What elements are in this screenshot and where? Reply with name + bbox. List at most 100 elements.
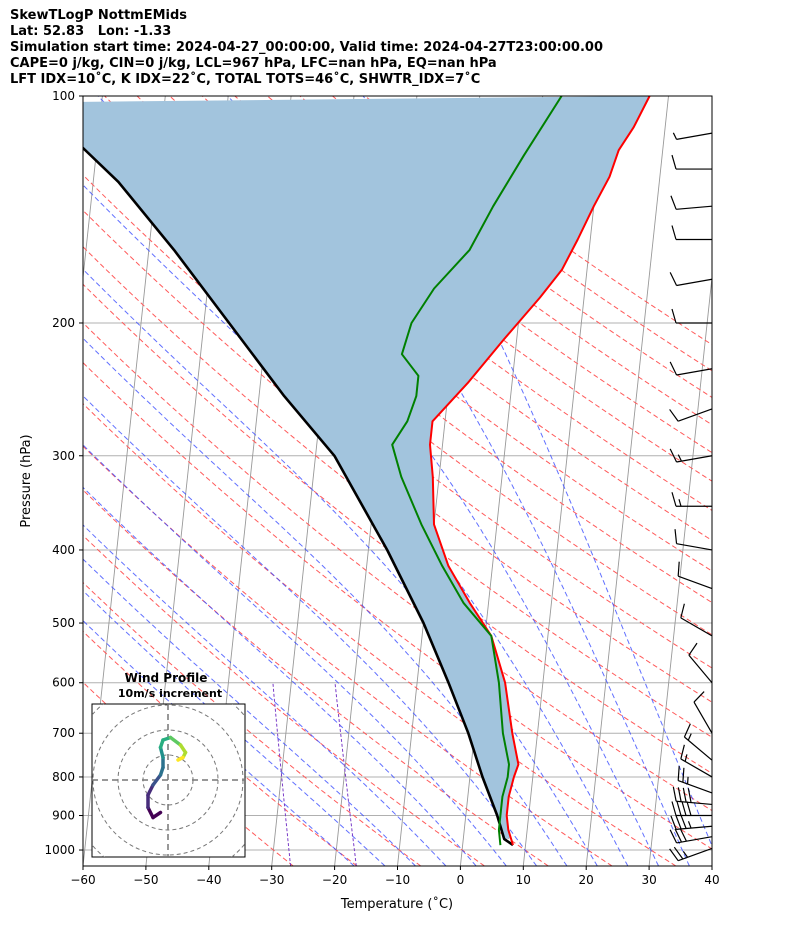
time-line: Simulation start time: 2024-04-27_00:00:…	[10, 40, 603, 55]
wind-barb	[680, 744, 713, 778]
isotherm-line	[711, 861, 712, 866]
barb-flag	[669, 272, 678, 286]
barb-flag	[677, 766, 680, 781]
barb-staff	[677, 575, 713, 590]
dry-adiabat-line	[83, 283, 712, 774]
x-tick-label: −60	[70, 873, 95, 887]
barb-flag	[676, 801, 682, 816]
barb-flag	[681, 801, 687, 816]
isotherm-line	[585, 96, 669, 866]
hodograph-title: Wind Profile	[125, 671, 208, 685]
moist-adiabat-line	[227, 96, 690, 866]
location-line: Lat: 52.83 Lon: -1.33	[10, 24, 172, 39]
y-tick-label: 100	[52, 89, 75, 103]
axes-layer: −60 −50 −40 −30 −20 −10 0 10 20 30 40 100 200 300 400 5…	[44, 89, 719, 887]
dry-adiabat-line	[83, 534, 485, 866]
barb-staff	[676, 205, 713, 210]
x-tick-label: −30	[259, 873, 284, 887]
barb-staff	[680, 758, 713, 778]
barb-flag	[669, 448, 678, 463]
dry-adiabat-line	[83, 402, 677, 866]
barb-flag	[680, 814, 687, 829]
wind-barb	[669, 846, 713, 862]
barb-flag	[671, 154, 677, 170]
barb-flag	[669, 829, 678, 844]
hodograph-segment	[151, 773, 163, 787]
wind-barb	[677, 766, 713, 794]
dry-adiabat-line	[83, 581, 422, 866]
indices-line-2: LFT IDX=10˚C, K IDX=22˚C, TOTAL TOTS=46˚…	[10, 72, 481, 87]
barb-flag	[683, 723, 691, 738]
barb-staff	[677, 780, 713, 794]
y-tick-label: 600	[52, 676, 75, 690]
barb-flag	[674, 529, 678, 544]
moist-adiabat-line	[362, 96, 712, 848]
barb-flag	[671, 225, 677, 240]
wind-barb	[669, 448, 713, 463]
barb-flag	[693, 691, 705, 703]
barb-half-flag	[672, 132, 678, 140]
barb-flag	[669, 361, 678, 376]
mixing-ratio-line	[334, 682, 357, 866]
x-tick-label: 10	[516, 873, 531, 887]
barb-half-flag	[687, 733, 692, 741]
x-tick-label: 0	[457, 873, 465, 887]
mixing-ratio-line	[272, 682, 292, 866]
chart-header: SkewTLogP NottmEMids Lat: 52.83 Lon: -1.…	[10, 8, 603, 88]
barb-flag	[673, 846, 684, 860]
x-tick-label: −50	[133, 873, 158, 887]
dry-adiabat-line	[83, 445, 613, 866]
wind-barb	[672, 132, 713, 140]
x-tick-label: 20	[579, 873, 594, 887]
y-tick-label: 300	[52, 449, 75, 463]
wind-barb	[671, 154, 712, 170]
barb-staff	[676, 278, 713, 287]
barb-half-flag	[687, 821, 692, 829]
moist-adiabat-line	[83, 619, 355, 866]
y-tick-label: 800	[52, 770, 75, 784]
wind-barb	[669, 272, 713, 287]
barb-flag	[682, 787, 687, 803]
barb-staff	[676, 825, 713, 830]
barb-staff	[677, 847, 713, 862]
barb-staff	[676, 543, 713, 551]
barb-half-flag	[682, 851, 689, 858]
wind-barb	[670, 814, 713, 830]
x-tick-label: 30	[641, 873, 656, 887]
barb-flag	[680, 744, 685, 760]
y-axis-label: Pressure (hPa)	[19, 434, 34, 527]
barb-flag	[671, 801, 677, 816]
wind-barb	[669, 408, 713, 422]
cin-shaded-region	[83, 96, 650, 839]
barb-staff	[693, 701, 713, 734]
wind-barb	[671, 492, 712, 507]
x-tick-label: −10	[385, 873, 410, 887]
isotherm-line	[648, 273, 712, 866]
isotherm-line	[83, 96, 103, 282]
wind-barb	[693, 691, 713, 734]
moist-adiabat-line	[83, 337, 568, 866]
y-tick-label: 500	[52, 616, 75, 630]
barb-half-flag	[684, 754, 688, 762]
dry-adiabat-line	[83, 489, 549, 866]
y-tick-label: 200	[52, 316, 75, 330]
moist-adiabat-line	[83, 486, 477, 866]
dry-adiabat-line	[136, 96, 712, 541]
wind-barb	[669, 361, 713, 376]
wind-barb	[672, 786, 713, 806]
barb-flag	[670, 815, 677, 830]
wind-barb	[671, 225, 712, 241]
hodograph-segment	[146, 783, 155, 797]
hodograph-segment	[168, 735, 183, 747]
barb-half-flag	[686, 776, 689, 785]
barb-flag	[671, 308, 677, 324]
barb-flag	[682, 767, 685, 783]
barb-staff	[684, 736, 713, 761]
chart-title: SkewTLogP NottmEMids	[10, 8, 188, 23]
dry-adiabat-line	[201, 96, 712, 482]
barb-flag	[669, 848, 679, 862]
wind-barb	[669, 827, 713, 844]
hodograph-inset	[91, 703, 246, 858]
y-tick-label: 700	[52, 726, 75, 740]
